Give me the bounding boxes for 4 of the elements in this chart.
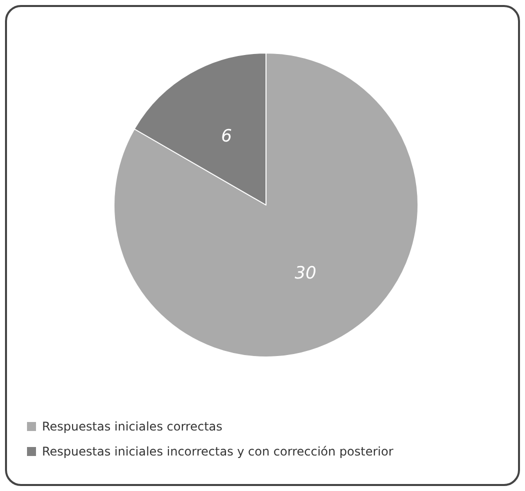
legend-label: Respuestas iniciales correctas — [42, 420, 222, 434]
data-label: 30 — [294, 263, 316, 284]
legend-label: Respuestas iniciales incorrectas y con corrección posterior — [42, 444, 394, 458]
data-label: 6 — [221, 126, 232, 147]
